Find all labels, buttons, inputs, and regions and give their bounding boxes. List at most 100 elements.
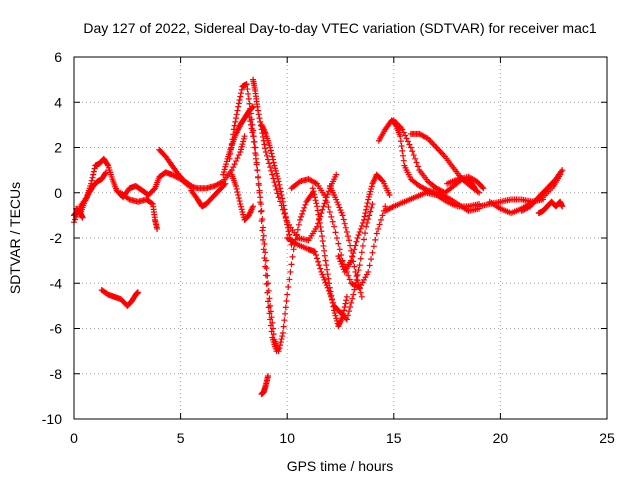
data-point — [321, 276, 328, 283]
data-point — [300, 207, 307, 214]
data-point — [252, 150, 259, 157]
data-point — [281, 317, 288, 324]
data-point — [335, 240, 342, 247]
data-point — [336, 246, 343, 253]
data-point — [386, 192, 393, 199]
data-point — [221, 166, 228, 173]
series-trace-2 — [73, 169, 109, 217]
data-point — [331, 307, 338, 314]
data-point — [260, 133, 267, 140]
data-point — [260, 236, 267, 243]
data-point — [269, 156, 276, 163]
data-point — [349, 253, 356, 260]
data-point — [313, 200, 320, 207]
data-point — [265, 280, 272, 287]
data-point — [337, 258, 344, 265]
data-point — [134, 289, 141, 296]
data-point — [265, 287, 272, 294]
series-trace-7 — [226, 81, 280, 355]
data-point — [284, 224, 291, 231]
data-point — [238, 143, 245, 150]
data-point — [363, 203, 370, 210]
data-point — [333, 196, 340, 203]
series-trace-13 — [258, 373, 272, 398]
data-point — [343, 316, 350, 323]
data-point — [268, 150, 275, 157]
data-point — [369, 249, 376, 256]
data-point — [341, 304, 348, 311]
data-point — [263, 281, 270, 288]
data-point — [277, 339, 284, 346]
data-point — [373, 230, 380, 237]
data-point — [269, 325, 276, 332]
data-point — [282, 304, 289, 311]
series-trace-17 — [335, 171, 393, 275]
data-point — [326, 280, 333, 287]
y-tick-label: 4 — [54, 94, 62, 110]
data-point — [238, 86, 245, 93]
x-tick-label: 5 — [177, 430, 185, 446]
data-point — [317, 265, 324, 272]
data-point — [235, 152, 242, 159]
data-point — [379, 212, 386, 219]
data-point — [366, 262, 373, 269]
data-point — [239, 141, 246, 148]
data-point — [264, 272, 271, 279]
series-trace-19 — [375, 117, 483, 214]
data-point — [270, 331, 277, 338]
data-point — [243, 81, 250, 88]
data-point — [251, 144, 258, 151]
data-point — [370, 243, 377, 250]
data-point — [250, 133, 257, 140]
data-point — [235, 195, 242, 202]
series-trace-3 — [98, 287, 141, 309]
data-point — [353, 273, 360, 280]
series-trace-16 — [309, 185, 350, 330]
data-point — [278, 192, 285, 199]
data-point — [274, 173, 281, 180]
data-point — [398, 142, 405, 149]
data-point — [412, 155, 419, 162]
data-point — [231, 122, 238, 129]
data-point — [329, 218, 336, 225]
data-point — [150, 186, 157, 193]
data-point — [311, 194, 318, 201]
data-point — [312, 251, 319, 258]
data-point — [353, 238, 360, 245]
data-point — [273, 170, 280, 177]
data-point — [284, 221, 291, 228]
data-point — [314, 255, 321, 262]
data-point — [249, 129, 256, 136]
data-point — [480, 185, 487, 192]
data-point — [237, 149, 244, 156]
data-point — [247, 118, 254, 125]
data-point — [238, 206, 245, 213]
x-tick-label: 25 — [599, 430, 615, 446]
data-point — [362, 210, 369, 217]
data-point — [271, 179, 278, 186]
y-tick-label: 2 — [54, 140, 62, 156]
data-point — [336, 255, 343, 262]
data-point — [359, 219, 366, 226]
data-point — [256, 187, 263, 194]
series-trace-26 — [518, 167, 566, 214]
data-point — [241, 133, 248, 140]
data-point — [104, 161, 111, 168]
axis-ticks — [73, 56, 608, 420]
data-point — [269, 153, 276, 160]
data-point — [347, 242, 354, 249]
data-point — [262, 249, 269, 256]
data-point — [368, 204, 375, 211]
data-point — [355, 281, 362, 288]
data-point — [368, 183, 375, 190]
y-tick-label: -2 — [50, 230, 63, 246]
data-point — [356, 228, 363, 235]
data-point — [325, 204, 332, 211]
data-point — [397, 138, 404, 145]
data-point — [366, 191, 373, 198]
data-point — [350, 291, 357, 298]
x-tick-label: 15 — [386, 430, 402, 446]
data-point — [325, 275, 332, 282]
data-point — [79, 214, 86, 221]
